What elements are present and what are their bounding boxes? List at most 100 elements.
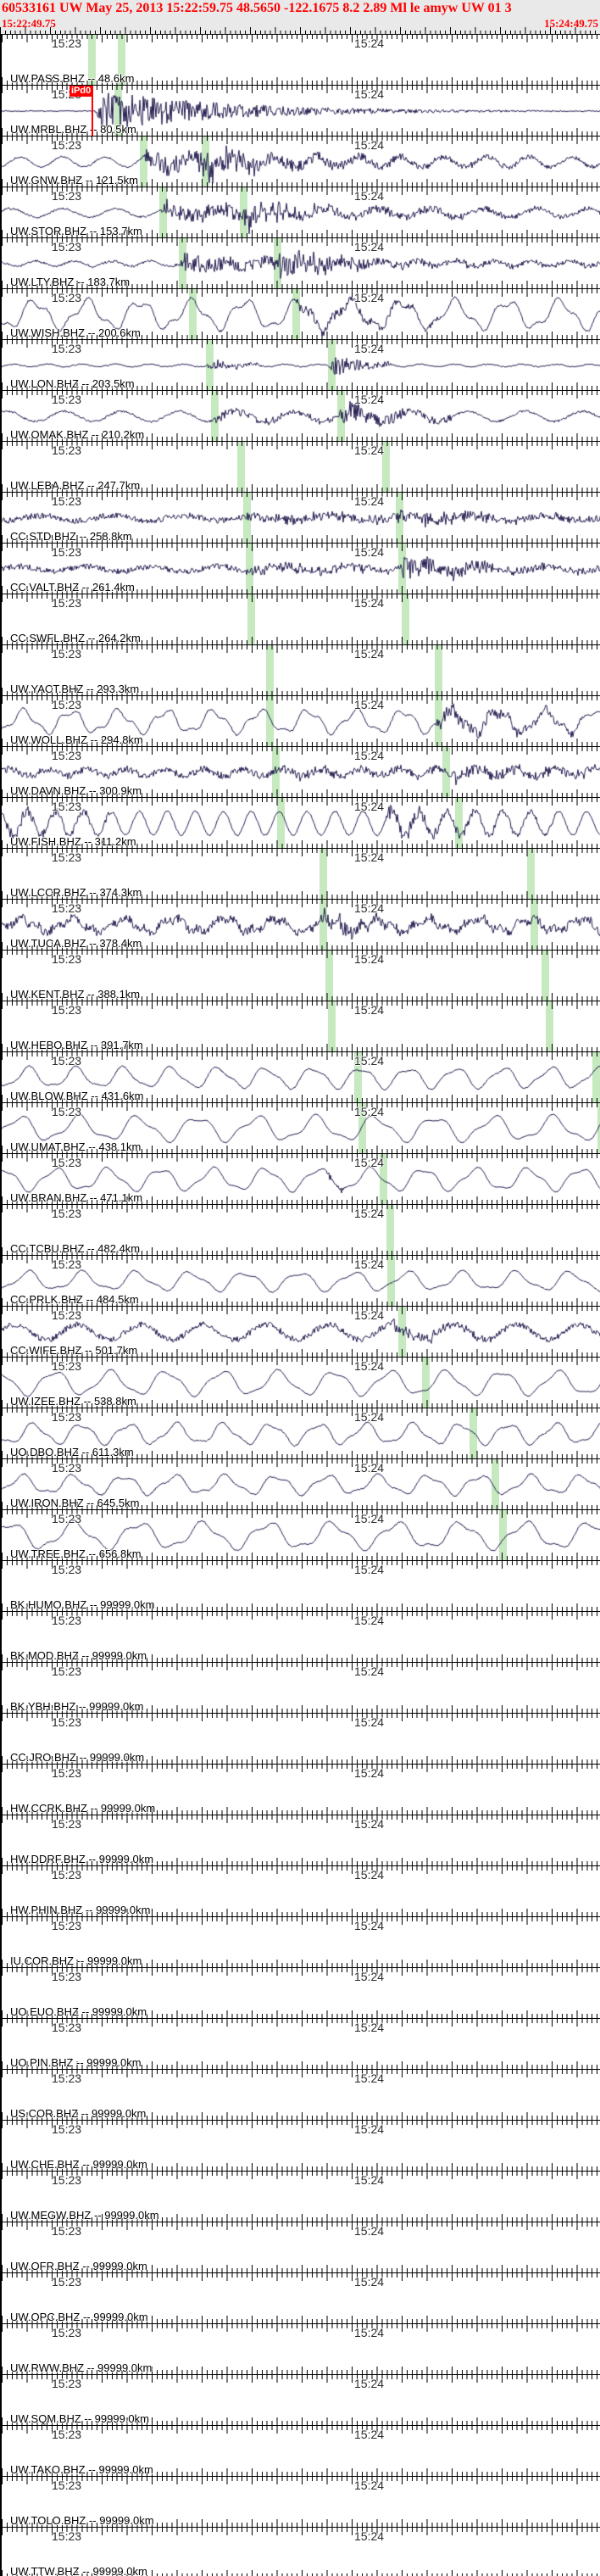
waveform-trace[interactable] (2, 1408, 600, 1458)
trace-row-UW.TREE.BHZ[interactable]: 15:23 15:24 UW.TREE.BHZ -- 656.8km (2, 1509, 600, 1560)
trace-row-UW.IRON.BHZ[interactable]: 15:23 15:24 UW.IRON.BHZ -- 645.5km (2, 1458, 600, 1509)
trace-row-UW.LEBA.BHZ[interactable]: 15:23 15:24 UW.LEBA.BHZ -- 247.7km (2, 441, 600, 492)
phase-pick-band (325, 951, 333, 1001)
trace-row-CC.VALT.BHZ[interactable]: 15:23 15:24 CC.VALT.BHZ -- 261.4km (2, 543, 600, 594)
trace-row-UW.RWW.BHZ[interactable]: 15:23 15:24 UW.RWW.BHZ -- 99999.0km (2, 2323, 600, 2374)
trace-row-UW.IZEE.BHZ[interactable]: 15:23 15:24 UW.IZEE.BHZ -- 538.8km (2, 1357, 600, 1408)
trace-row-UO.PIN.BHZ[interactable]: 15:23 15:24 UO.PIN.BHZ -- 99999.0km (2, 2018, 600, 2069)
waveform-trace[interactable] (2, 137, 600, 187)
pick-flag[interactable]: iPd0 (69, 86, 93, 97)
trace-row-UW.BLOW.BHZ[interactable]: 15:23 15:24 UW.BLOW.BHZ -- 431.6km (2, 1051, 600, 1102)
trace-row-BK.YBH.BHZ[interactable]: 15:23 15:24 BK.YBH.BHZ -- 99999.0km (2, 1662, 600, 1713)
station-label: HW.PHIN.BHZ -- 99999.0km (10, 1904, 151, 1916)
trace-row-UO.EUO.BHZ[interactable]: 15:23 15:24 UO.EUO.BHZ -- 99999.0km (2, 1967, 600, 2018)
waveform-trace[interactable] (2, 187, 600, 237)
waveform-trace[interactable] (2, 900, 600, 950)
minute-label: 15:24 (354, 952, 385, 966)
trace-row-UW.DAVN.BHZ[interactable]: 15:23 15:24 UW.DAVN.BHZ -- 300.9km (2, 746, 600, 797)
minute-label: 15:23 (52, 2224, 82, 2238)
phase-pick-band (527, 849, 535, 899)
trace-row-UW.HEBO.BHZ[interactable]: 15:23 15:24 UW.HEBO.BHZ -- 391.7km (2, 1001, 600, 1051)
waveform-trace[interactable] (2, 1358, 600, 1408)
waveform-trace[interactable] (2, 696, 600, 746)
station-label: CC.VALT.BHZ -- 261.4km (10, 581, 135, 594)
waveform-trace[interactable] (2, 493, 600, 543)
waveform-trace[interactable] (2, 1154, 600, 1204)
time-ruler-ticks (2, 1815, 600, 1823)
waveform-trace[interactable] (2, 238, 600, 288)
trace-row-UW.TTW.BHZ[interactable]: 15:23 15:24 UW.TTW.BHZ -- 99999.0km (2, 2527, 600, 2576)
trace-row-UW.YACT.BHZ[interactable]: 15:23 15:24 UW.YACT.BHZ -- 293.3km (2, 644, 600, 695)
trace-row-UW.OMAK.BHZ[interactable]: 15:23 15:24 UW.OMAK.BHZ -- 210.2km (2, 390, 600, 441)
trace-row-UW.OPC.BHZ[interactable]: 15:23 15:24 UW.OPC.BHZ -- 99999.0km (2, 2272, 600, 2323)
trace-row-UW.TOLO.BHZ[interactable]: 15:23 15:24 UW.TOLO.BHZ -- 99999.0km (2, 2476, 600, 2527)
waveform-trace[interactable] (2, 1307, 600, 1357)
waveform-trace[interactable] (2, 1459, 600, 1509)
minute-label: 15:24 (354, 1766, 385, 1780)
trace-row-IU.COR.BHZ[interactable]: 15:23 15:24 IU.COR.BHZ -- 99999.0km (2, 1916, 600, 1967)
waveform-trace[interactable] (2, 1103, 600, 1153)
trace-row-US.COR.BHZ[interactable]: 15:23 15:24 US.COR.BHZ -- 99999.0km (2, 2069, 600, 2120)
minute-label: 15:23 (52, 1257, 82, 1271)
minute-label: 15:23 (52, 1919, 82, 1932)
trace-row-UW.LCCR.BHZ[interactable]: 15:23 15:24 UW.LCCR.BHZ -- 374.3km (2, 848, 600, 899)
minute-label: 15:23 (52, 749, 82, 762)
station-label: CC.PRLK.BHZ -- 484.5km (10, 1293, 139, 1306)
trace-row-UW.OFR.BHZ[interactable]: 15:23 15:24 UW.OFR.BHZ -- 99999.0km (2, 2222, 600, 2272)
trace-row-UW.UMAT.BHZ[interactable]: 15:23 15:24 UW.UMAT.BHZ -- 438.1km (2, 1102, 600, 1153)
trace-row-CC.STD.BHZ[interactable]: 15:23 15:24 CC.STD.BHZ -- 258.8km (2, 492, 600, 543)
trace-row-HW.PHIN.BHZ[interactable]: 15:23 15:24 HW.PHIN.BHZ -- 99999.0km (2, 1865, 600, 1916)
waveform-trace[interactable] (2, 86, 600, 136)
waveform-trace[interactable] (2, 747, 600, 797)
trace-row-CC.SWFL.BHZ[interactable]: 15:23 15:24 CC.SWFL.BHZ -- 264.2km (2, 594, 600, 644)
waveform-trace[interactable] (2, 1256, 600, 1306)
waveform-trace[interactable] (2, 391, 600, 441)
trace-row-UW.WOLL.BHZ[interactable]: 15:23 15:24 UW.WOLL.BHZ -- 294.8km (2, 695, 600, 746)
trace-row-UW.MEGW.BHZ[interactable]: 15:23 15:24 UW.MEGW.BHZ -- 99999.0km (2, 2171, 600, 2222)
trace-row-UW.GNW.BHZ[interactable]: 15:23 15:24 UW.GNW.BHZ -- 121.5km (2, 136, 600, 187)
minute-label: 15:24 (354, 1919, 385, 1932)
trace-row-HW.DDRF.BHZ[interactable]: 15:23 15:24 HW.DDRF.BHZ -- 99999.0km (2, 1815, 600, 1865)
waveform-trace[interactable] (2, 1510, 600, 1560)
trace-row-UW.MRBL.BHZ[interactable]: 15:23 15:24 UW.MRBL.BHZ -- 80.5km iPd0 (2, 85, 600, 136)
minute-label: 15:23 (52, 952, 82, 966)
minute-label: 15:23 (52, 1308, 82, 1322)
trace-row-UW.CHE.BHZ[interactable]: 15:23 15:24 UW.CHE.BHZ -- 99999.0km (2, 2120, 600, 2171)
waveform-trace[interactable] (2, 1052, 600, 1102)
trace-row-CC.WIFE.BHZ[interactable]: 15:23 15:24 CC.WIFE.BHZ -- 501.7km (2, 1306, 600, 1357)
trace-row-BK.HUMO.BHZ[interactable]: 15:23 15:24 BK.HUMO.BHZ -- 99999.0km (2, 1560, 600, 1611)
minute-label: 15:24 (354, 2377, 385, 2390)
waveform-trace[interactable] (2, 798, 600, 848)
phase-pick-band (118, 35, 125, 85)
trace-row-BK.MOD.BHZ[interactable]: 15:23 15:24 BK.MOD.BHZ -- 99999.0km (2, 1611, 600, 1662)
trace-row-UW.PASS.BHZ[interactable]: 15:23 15:24 UW.PASS.BHZ -- 48.6km (2, 34, 600, 85)
trace-row-CC.PRLK.BHZ[interactable]: 15:23 15:24 CC.PRLK.BHZ -- 484.5km (2, 1255, 600, 1306)
station-label: UW.IZEE.BHZ -- 538.8km (10, 1395, 136, 1408)
trace-row-UW.TUCA.BHZ[interactable]: 15:23 15:24 UW.TUCA.BHZ -- 378.4km (2, 899, 600, 950)
waveform-trace[interactable] (2, 340, 600, 390)
trace-row-UW.LTY.BHZ[interactable]: 15:23 15:24 UW.LTY.BHZ -- 183.7km (2, 237, 600, 288)
trace-row-UW.STOR.BHZ[interactable]: 15:23 15:24 UW.STOR.BHZ -- 153.7km (2, 187, 600, 237)
trace-row-UO.DBO.BHZ[interactable]: 15:23 15:24 UO.DBO.BHZ -- 611.3km (2, 1408, 600, 1458)
trace-row-UW.KENT.BHZ[interactable]: 15:23 15:24 UW.KENT.BHZ -- 388.1km (2, 950, 600, 1001)
station-label: IU.COR.BHZ -- 99999.0km (10, 1954, 142, 1967)
trace-row-UW.SQM.BHZ[interactable]: 15:23 15:24 UW.SQM.BHZ -- 99999.0km (2, 2374, 600, 2425)
station-label: UW.WISH.BHZ -- 200.6km (10, 326, 141, 339)
trace-row-CC.JRO.BHZ[interactable]: 15:23 15:24 CC.JRO.BHZ -- 99999.0km (2, 1713, 600, 1764)
trace-row-UW.BRAN.BHZ[interactable]: 15:23 15:24 UW.BRAN.BHZ -- 471.1km (2, 1153, 600, 1204)
minute-label: 15:24 (354, 596, 385, 610)
waveform-trace[interactable] (2, 289, 600, 339)
trace-row-UW.FISH.BHZ[interactable]: 15:23 15:24 UW.FISH.BHZ -- 311.2km (2, 797, 600, 848)
station-label: UW.TAKO.BHZ -- 99999.0km (10, 2463, 153, 2476)
trace-row-HW.CCRK.BHZ[interactable]: 15:23 15:24 HW.CCRK.BHZ -- 99999.0km (2, 1764, 600, 1815)
time-ruler-ticks (2, 849, 600, 856)
minute-label: 15:23 (52, 2275, 82, 2289)
trace-row-CC.TCBU.BHZ[interactable]: 15:23 15:24 CC.TCBU.BHZ -- 482.4km (2, 1204, 600, 1255)
trace-row-UW.TAKO.BHZ[interactable]: 15:23 15:24 UW.TAKO.BHZ -- 99999.0km (2, 2425, 600, 2476)
minute-label: 15:23 (52, 1715, 82, 1729)
trace-row-UW.WISH.BHZ[interactable]: 15:23 15:24 UW.WISH.BHZ -- 200.6km (2, 288, 600, 339)
event-header: 60533161 UW May 25, 2013 15:22:59.75 48.… (0, 0, 600, 34)
trace-row-UW.LON.BHZ[interactable]: 15:23 15:24 UW.LON.BHZ -- 203.5km (2, 339, 600, 390)
waveform-trace[interactable] (2, 544, 600, 594)
minute-label: 15:23 (52, 393, 82, 406)
